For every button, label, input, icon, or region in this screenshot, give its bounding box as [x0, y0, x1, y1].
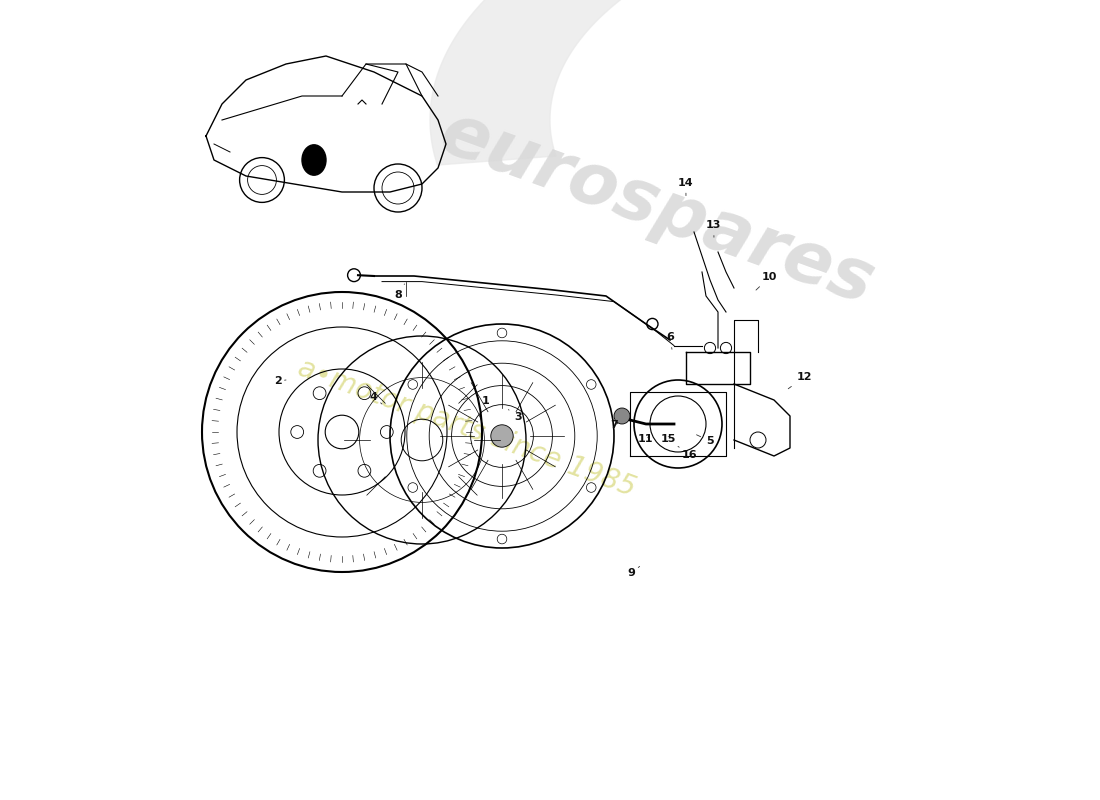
Text: a•motor parts since 1985: a•motor parts since 1985: [294, 354, 639, 502]
Text: 13: 13: [706, 220, 722, 238]
Text: 6: 6: [666, 332, 674, 350]
Text: eurospares: eurospares: [430, 98, 883, 319]
Text: 5: 5: [696, 434, 714, 446]
Text: 1: 1: [476, 394, 490, 406]
Polygon shape: [430, 0, 955, 165]
Circle shape: [614, 408, 630, 424]
Text: 2: 2: [274, 376, 286, 386]
Circle shape: [491, 425, 514, 447]
Text: 7: 7: [610, 420, 618, 430]
Text: 12: 12: [789, 372, 812, 389]
Text: 3: 3: [508, 410, 521, 422]
Text: 16: 16: [678, 446, 697, 459]
Text: 14: 14: [678, 178, 694, 196]
Text: 8: 8: [394, 284, 405, 300]
Text: 10: 10: [756, 272, 778, 290]
Text: 4: 4: [370, 392, 382, 404]
Text: 15: 15: [660, 434, 675, 444]
Text: 11: 11: [638, 434, 653, 444]
Text: 9: 9: [628, 566, 639, 578]
Ellipse shape: [302, 145, 326, 175]
